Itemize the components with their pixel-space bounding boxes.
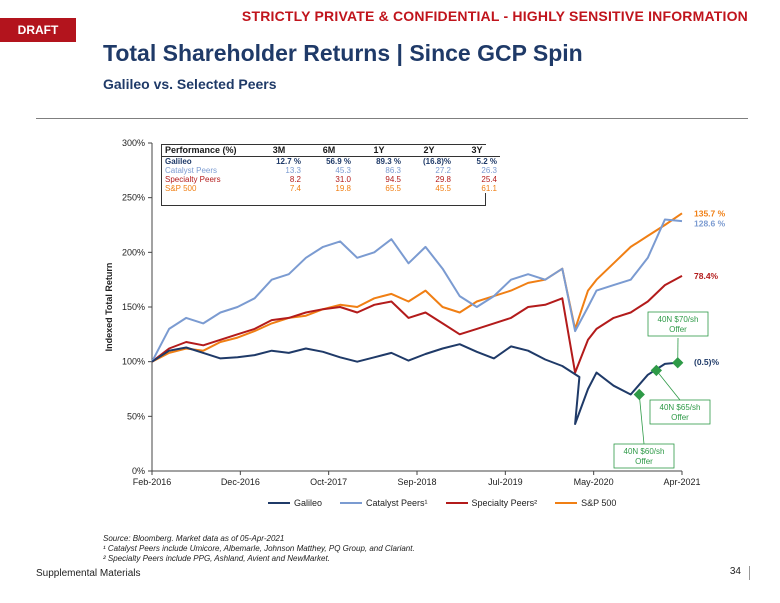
perf-col-3m: 3M (254, 145, 304, 157)
title-divider (36, 118, 748, 119)
legend-label: S&P 500 (581, 498, 617, 508)
end-value-label: 135.7 % (694, 208, 726, 218)
perf-cell: 86.3 (385, 166, 401, 175)
perf-col-3y: 3Y (454, 145, 500, 157)
perf-cell: 12.7 % (276, 157, 301, 166)
footnote-2: ² Specialty Peers include PPG, Ashland, … (103, 554, 330, 563)
chart-legend: Galileo Catalyst Peers¹ Specialty Peers²… (268, 498, 616, 508)
perf-cell: 29.8 (435, 175, 451, 184)
perf-col-1y: 1Y (354, 145, 404, 157)
page-subtitle: Galileo vs. Selected Peers (103, 76, 277, 92)
x-tick-label: Jul-2019 (488, 477, 523, 487)
perf-col-6m: 6M (304, 145, 354, 157)
y-tick-label: 150% (122, 302, 145, 312)
y-tick-label: 0% (132, 466, 145, 476)
offer-callout-label: 40N $70/sh (658, 315, 699, 324)
perf-row-galileo: Galileo 12.7 % 56.9 % 89.3 % (16.8)% 5.2… (162, 157, 500, 167)
legend-label: Specialty Peers² (471, 498, 538, 508)
perf-cell: 65.5 (385, 184, 401, 193)
end-value-label: (0.5)% (694, 357, 719, 367)
y-tick-label: 100% (122, 357, 145, 367)
x-tick-label: May-2020 (574, 477, 614, 487)
x-tick-label: Dec-2016 (221, 477, 260, 487)
perf-cell: 7.4 (289, 184, 301, 193)
offer-connector (638, 394, 645, 445)
y-tick-label: 250% (122, 193, 145, 203)
x-tick-label: Apr-2021 (663, 477, 700, 487)
y-tick-label: 200% (122, 247, 145, 257)
confidential-banner: STRICTLY PRIVATE & CONFIDENTIAL - HIGHLY… (241, 8, 748, 24)
perf-col-name: Performance (%) (162, 145, 254, 157)
perf-cell: (16.8)% (422, 157, 451, 166)
perf-cell: 94.5 (385, 175, 401, 184)
perf-col-2y: 2Y (404, 145, 454, 157)
perf-cell: 5.2 % (476, 157, 497, 166)
perf-cell: 8.2 (289, 175, 301, 184)
legend-item-sp500: S&P 500 (555, 498, 616, 508)
x-tick-label: Oct-2017 (310, 477, 347, 487)
perf-cell: 13.3 (285, 166, 301, 175)
offer-callout-label: 40N $65/sh (660, 403, 701, 412)
source-note: Source: Bloomberg. Market data as of 05-… (103, 534, 285, 543)
y-axis-label: Indexed Total Return (104, 263, 114, 352)
perf-cell: 45.3 (335, 166, 351, 175)
perf-row-catalyst: Catalyst Peers 13.3 45.3 86.3 27.2 26.3 (162, 166, 500, 175)
perf-cell: Galileo (165, 157, 192, 166)
y-tick-label: 50% (127, 411, 145, 421)
perf-cell: 19.8 (335, 184, 351, 193)
page-title: Total Shareholder Returns | Since GCP Sp… (103, 40, 583, 66)
legend-item-specialty: Specialty Peers² (445, 498, 538, 508)
perf-cell: 31.0 (335, 175, 351, 184)
y-tick-label: 300% (122, 138, 145, 148)
offer-connector (656, 370, 681, 401)
series-line-catalyst-peers (151, 218, 683, 363)
offer-callout-box (649, 399, 711, 425)
offer-marker (633, 388, 645, 401)
legend-label: Catalyst Peers¹ (366, 498, 428, 508)
legend-swatch (445, 502, 468, 504)
performance-table-header: Performance (%) 3M 6M 1Y 2Y 3Y (162, 145, 500, 157)
offer-callout-box (647, 311, 709, 337)
end-value-label: 78.4% (694, 271, 719, 281)
perf-cell: Catalyst Peers (165, 166, 218, 175)
perf-row-sp500: S&P 500 7.4 19.8 65.5 45.5 61.1 (162, 184, 500, 193)
offer-marker (650, 364, 663, 377)
offer-callout-box (613, 443, 675, 469)
perf-cell: 61.1 (481, 184, 497, 193)
perf-cell: 56.9 % (326, 157, 351, 166)
offer-callout-label: 40N $60/sh (624, 447, 665, 456)
perf-cell: Specialty Peers (165, 175, 221, 184)
perf-cell: 26.3 (481, 166, 497, 175)
offer-callout-label: Offer (635, 457, 653, 466)
footnote-1: ¹ Catalyst Peers include Umicore, Albema… (103, 544, 415, 553)
end-value-label: 128.6 % (694, 218, 726, 228)
perf-cell: S&P 500 (165, 184, 197, 193)
series-line-galileo (151, 343, 683, 425)
performance-table: Performance (%) 3M 6M 1Y 2Y 3Y Galileo 1… (162, 145, 500, 193)
series-line-s-p-500 (151, 212, 683, 363)
offer-marker (672, 357, 684, 369)
perf-cell: 27.2 (435, 166, 451, 175)
offer-callout-label: Offer (671, 413, 689, 422)
legend-swatch (268, 502, 290, 504)
perf-row-specialty: Specialty Peers 8.2 31.0 94.5 29.8 25.4 (162, 175, 500, 184)
legend-item-catalyst: Catalyst Peers¹ (340, 498, 428, 508)
draft-badge: DRAFT (0, 18, 76, 42)
perf-cell: 45.5 (435, 184, 451, 193)
legend-swatch (340, 502, 363, 504)
page-number: 34 (730, 566, 750, 580)
footer-section: Supplemental Materials (36, 568, 141, 579)
x-tick-label: Sep-2018 (397, 477, 436, 487)
series-line-specialty-peers (151, 275, 683, 374)
legend-item-galileo: Galileo (268, 498, 322, 508)
perf-cell: 25.4 (481, 175, 497, 184)
footnotes: Source: Bloomberg. Market data as of 05-… (103, 534, 415, 564)
x-tick-label: Feb-2016 (133, 477, 172, 487)
legend-label: Galileo (294, 498, 323, 508)
offer-callout-label: Offer (669, 325, 687, 334)
legend-swatch (555, 502, 578, 504)
perf-cell: 89.3 % (376, 157, 401, 166)
